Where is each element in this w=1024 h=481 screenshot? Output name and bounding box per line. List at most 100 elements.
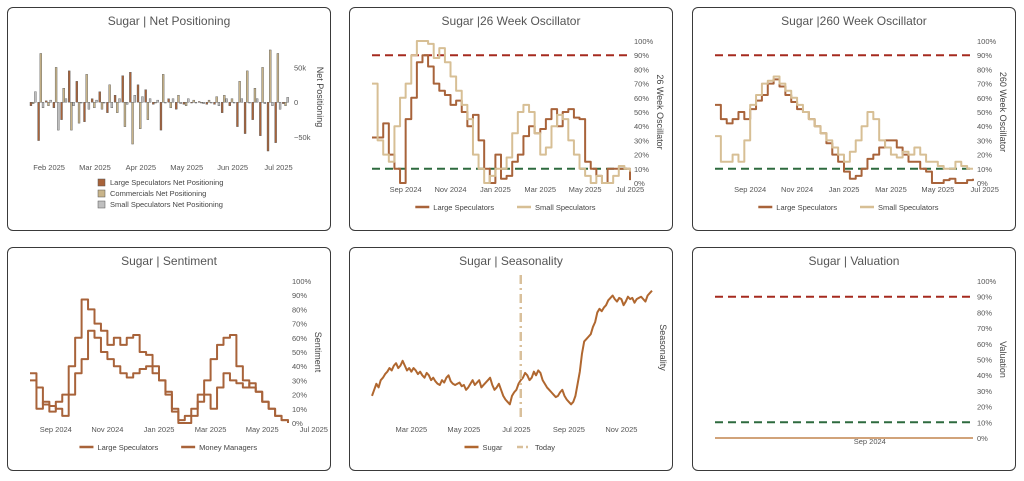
y-tick-label: 60% (634, 94, 649, 103)
bar-large (175, 102, 178, 110)
y-tick-label: 0% (292, 419, 303, 428)
bar-small (171, 98, 175, 103)
bar-small (49, 99, 52, 103)
bar-small (125, 102, 129, 105)
bar-large (121, 75, 124, 103)
bar-small (217, 102, 221, 106)
bar-small (95, 99, 98, 103)
valuation-title: Sugar | Valuation (808, 254, 900, 268)
bar-small (179, 102, 182, 104)
x-tick-label: Jul 2025 (502, 425, 530, 434)
x-tick-label: Mar 2025 (195, 425, 227, 434)
y-axis-label: Sentiment (313, 332, 323, 373)
bar-large (167, 98, 170, 103)
legend-swatch (97, 189, 106, 198)
y-tick-label: 70% (634, 80, 649, 89)
bar-small (233, 102, 236, 104)
bar-small (255, 98, 259, 103)
legend-swatch (97, 178, 106, 187)
bar-large (213, 102, 216, 105)
sentiment-chart: 0% 10% 20% 30% 40% 50% 60% 70% 80% 90% 100% Sentime… (30, 277, 328, 452)
y-tick-label: 90% (634, 51, 649, 60)
bar-large (220, 102, 224, 113)
y-tick-label: 0 (294, 98, 298, 107)
legend-label: Commercials Net Positioning (110, 189, 206, 198)
x-tick-label: Jul 2025 (616, 185, 644, 194)
bar-small (202, 102, 205, 104)
bar-small (87, 102, 91, 110)
y-tick-label: 30% (977, 136, 992, 145)
bar-commercials (200, 102, 203, 104)
x-tick-label: Nov 2025 (605, 425, 637, 434)
bar-large (190, 102, 193, 104)
bar-commercials (85, 74, 88, 103)
valuation-panel: Sugar | Valuation 0% 10% 20% 30% 40% 50% 60% 70… (692, 247, 1016, 471)
x-tick-label: May 2025 (569, 185, 602, 194)
y-tick-label: 20% (292, 391, 307, 400)
y-tick-label: 50% (634, 108, 649, 117)
y-tick-label: 0% (977, 179, 988, 188)
bar-large (75, 81, 78, 103)
y-tick-label: 40% (634, 122, 649, 131)
legend-label: Large Speculators (97, 443, 158, 452)
legend-label: Today (535, 443, 555, 452)
y-axis-label: Net Positioning (315, 67, 325, 128)
y-tick-label: 70% (977, 80, 992, 89)
bar-large (37, 102, 40, 141)
y-tick-label: 40% (977, 122, 992, 131)
y-tick-label: 80% (977, 65, 992, 74)
y-tick-label: 80% (292, 305, 307, 314)
y-tick-label: 10% (977, 418, 992, 427)
y-tick-label: 0% (634, 179, 645, 188)
series-line-sugar (371, 290, 653, 406)
series-line-large (372, 54, 631, 184)
osc260-chart: 0% 10% 20% 30% 40% 50% 60% 70% 80% 90% 100% 260 Wee… (715, 37, 1008, 212)
bar-commercials (253, 88, 257, 103)
y-axis-label: 260 Week Oscillator (998, 72, 1008, 152)
series-line-large (715, 78, 974, 184)
bar-large (60, 102, 63, 120)
bar-commercials (177, 95, 180, 103)
bar-small (103, 102, 106, 104)
y-tick-label: 20% (977, 403, 992, 412)
bar-large (90, 98, 94, 103)
y-tick-label: 100% (634, 37, 654, 46)
bar-commercials (54, 67, 58, 103)
bar-commercials (77, 102, 81, 124)
bar-commercials (246, 70, 249, 103)
y-tick-label: 60% (977, 94, 992, 103)
x-tick-label: Feb 2025 (33, 163, 65, 172)
bar-commercials (108, 84, 111, 103)
bar-commercials (284, 102, 287, 106)
bar-large (159, 102, 163, 131)
osc26-chart: 0% 10% 20% 30% 40% 50% 60% 70% 80% 90% 100% 26 Week… (372, 37, 665, 212)
x-tick-label: Jan 2025 (144, 425, 175, 434)
y-tick-label: 30% (977, 387, 992, 396)
y-tick-label: 80% (977, 308, 992, 317)
bar-commercials (223, 95, 226, 103)
legend-label: Large Speculators (433, 203, 494, 212)
bar-small (210, 102, 213, 104)
y-tick-label: 30% (634, 136, 649, 145)
bar-large (228, 102, 231, 106)
y-axis-label: Valuation (998, 341, 1008, 378)
y-tick-label: 40% (292, 362, 307, 371)
bar-small (141, 96, 144, 103)
bar-small (118, 98, 121, 103)
bar-small (164, 102, 167, 104)
y-tick-label: 10% (977, 165, 992, 174)
bar-large (251, 102, 254, 120)
bar-commercials (116, 102, 119, 113)
bar-commercials (123, 102, 127, 127)
y-tick-label: 50% (977, 356, 992, 365)
y-tick-label: 90% (977, 51, 992, 60)
bar-commercials (238, 81, 241, 103)
bar-large (259, 102, 262, 136)
x-tick-label: Jul 2025 (300, 425, 328, 434)
bar-commercials (230, 98, 234, 103)
seasonality-chart: Seasonality Mar 2025 May 2025 Jul 2025 Sep 2… (371, 275, 668, 452)
y-tick-label: −50k (294, 133, 311, 142)
bar-small (72, 102, 75, 106)
x-tick-label: Jul 2025 (264, 163, 292, 172)
x-tick-label: Nov 2024 (91, 425, 123, 434)
